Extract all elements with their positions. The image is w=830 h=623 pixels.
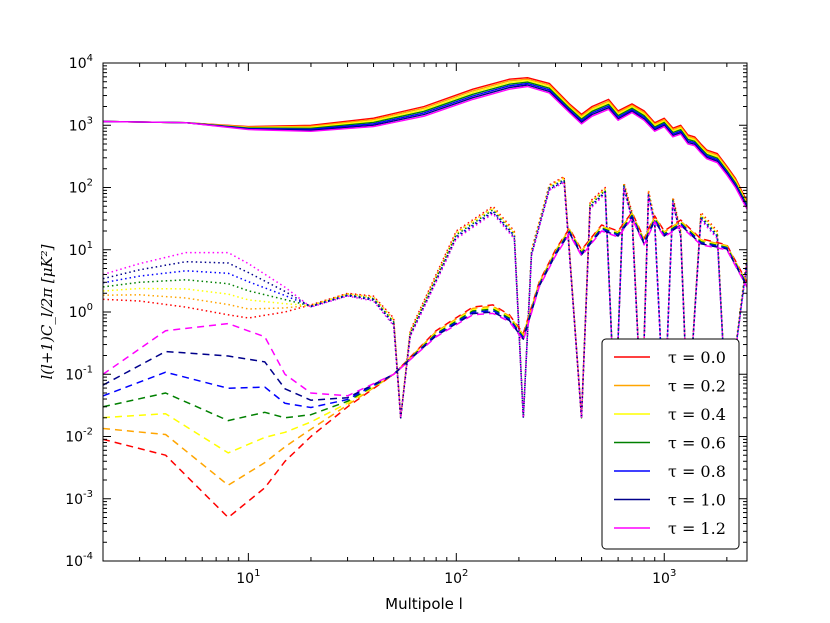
- ee-line-tau-1.2: [103, 181, 747, 419]
- x-tick-label: 103: [652, 568, 676, 587]
- y-tick-label: 10-3: [65, 489, 93, 508]
- y-tick-label: 102: [69, 178, 93, 197]
- bb-line-tau-0.2: [103, 212, 747, 486]
- legend-label-0.2: τ = 0.2: [668, 377, 726, 396]
- y-tick-label: 104: [69, 53, 93, 72]
- tt-line-tau-0.2: [103, 78, 747, 203]
- y-tick-label: 10-2: [65, 427, 93, 446]
- tt-line-tau-0.8: [103, 82, 747, 207]
- tt-line-tau-1.2: [103, 85, 747, 210]
- legend-label-1.2: τ = 1.2: [668, 519, 726, 538]
- legend-label-0.6: τ = 0.6: [668, 434, 726, 453]
- y-tick-label: 10-1: [65, 364, 93, 383]
- x-tick-label: 102: [444, 568, 468, 587]
- y-tick-label: 101: [69, 240, 93, 259]
- legend-label-1.0: τ = 1.0: [668, 491, 726, 510]
- legend-box: [601, 338, 740, 550]
- tt-line-tau-1.0: [103, 84, 747, 209]
- curve-layer: [103, 77, 747, 519]
- ee-line-tau-0.8: [103, 179, 747, 419]
- tt-line-tau-0.4: [103, 79, 747, 205]
- legend-label-0.8: τ = 0.8: [668, 462, 726, 481]
- legend-label-0.0: τ = 0.0: [668, 348, 726, 367]
- tick-layer: 101 102 103 10-4 10-3 10-2 10-1 100 101 102 103 104: [65, 53, 747, 587]
- x-axis-label: Multipole l: [385, 595, 463, 613]
- legend-label-0.4: τ = 0.4: [668, 405, 726, 424]
- tt-line-tau-0.0: [103, 77, 747, 202]
- legend: τ = 0.0 τ = 0.2 τ = 0.4 τ = 0.6 τ = 0.8 τ = 1…: [601, 338, 740, 550]
- ee-line-tau-1.0: [103, 180, 747, 419]
- y-axis-label: l(l+1)C_l/2π [μK²]: [38, 244, 56, 379]
- y-tick-label: 100: [69, 302, 93, 321]
- y-tick-label: 10-4: [65, 551, 93, 570]
- tt-line-tau-0.6: [103, 81, 747, 206]
- y-tick-label: 103: [69, 115, 93, 134]
- x-tick-label: 101: [236, 568, 260, 587]
- ee-line-tau-0.6: [103, 178, 747, 419]
- bb-line-tau-1.2: [103, 217, 747, 397]
